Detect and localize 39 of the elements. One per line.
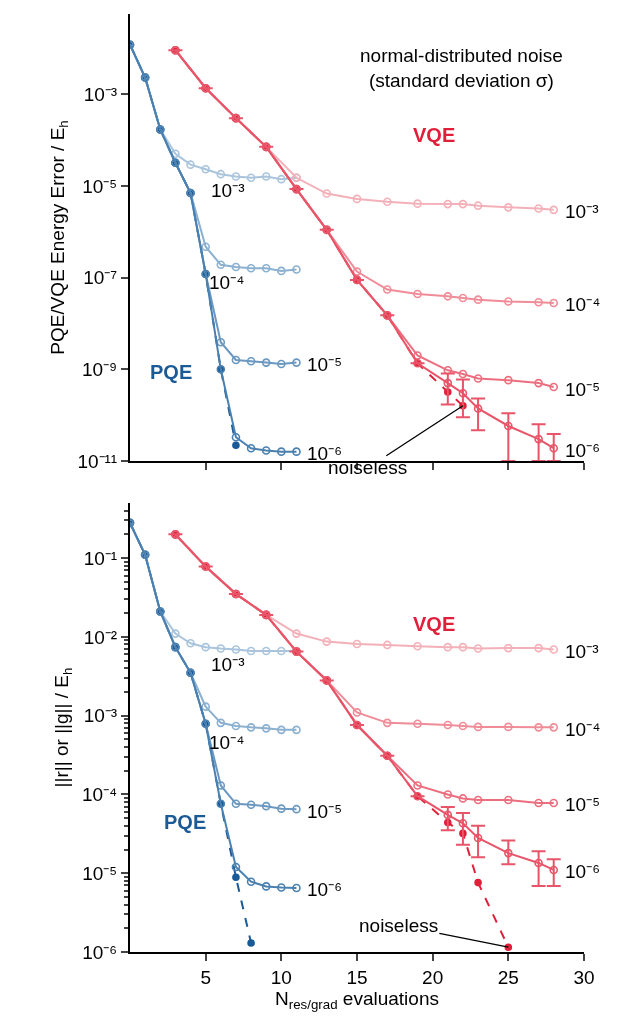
y-tick-label: 10⁻⁵ (82, 175, 118, 197)
x-tick-label: 20 (422, 966, 444, 988)
series-label: 10⁻³ (211, 180, 245, 201)
text: noiseless (359, 915, 439, 936)
x-axis-title: N$_{res/grad}$ evaluations (275, 987, 439, 1012)
y-tick-label: 10⁻³ (83, 705, 118, 727)
y-tick-label: 10⁻² (83, 626, 118, 648)
series-label: 10⁻⁵ (307, 354, 343, 375)
annotation: normal-distributed noise (standard deviation σ) (360, 45, 563, 91)
y-tick-label: 10⁻¹ (83, 547, 118, 569)
series-label: 10⁻⁵ (565, 379, 601, 400)
y-tick-label: 10⁻⁶ (82, 941, 118, 963)
x-tick-label: 15 (346, 966, 368, 988)
series-label: 10⁻⁴ (209, 272, 245, 293)
series-label: 10⁻⁶ (307, 879, 342, 900)
x-tick-label: 5 (200, 966, 211, 988)
series-label: 10⁻³ (565, 641, 599, 662)
annotation: PQE (150, 361, 193, 383)
annotation: PQE (164, 811, 207, 833)
series-label: 10⁻³ (211, 654, 245, 675)
series-label: 10⁻⁴ (565, 719, 601, 740)
series-label: 10⁻⁴ (565, 294, 601, 315)
annotation: VQE (413, 613, 456, 635)
series-label: 10⁻³ (565, 201, 599, 222)
x-tick-label: 30 (573, 966, 595, 988)
x-tick-label: 10 (270, 966, 292, 988)
series-label: 10⁻⁵ (565, 794, 601, 815)
x-tick-label: 25 (497, 966, 519, 988)
y-tick-label: 10⁻⁹ (81, 358, 118, 380)
series-label: 10⁻⁶ (565, 440, 600, 461)
series-label: 10⁻⁶ (565, 861, 600, 882)
y-tick-label: 10⁻⁵ (82, 862, 118, 884)
y-tick-label: 10⁻³ (83, 83, 118, 105)
annotation: VQE (413, 124, 456, 146)
y-tick-label: 10⁻⁷ (83, 267, 118, 289)
series-label: 10⁻⁵ (307, 801, 343, 822)
series-label: 10⁻⁴ (209, 732, 245, 753)
y-tick-label: 10⁻⁴ (81, 784, 118, 806)
y-tick-label: 10⁻¹¹ (77, 450, 118, 472)
